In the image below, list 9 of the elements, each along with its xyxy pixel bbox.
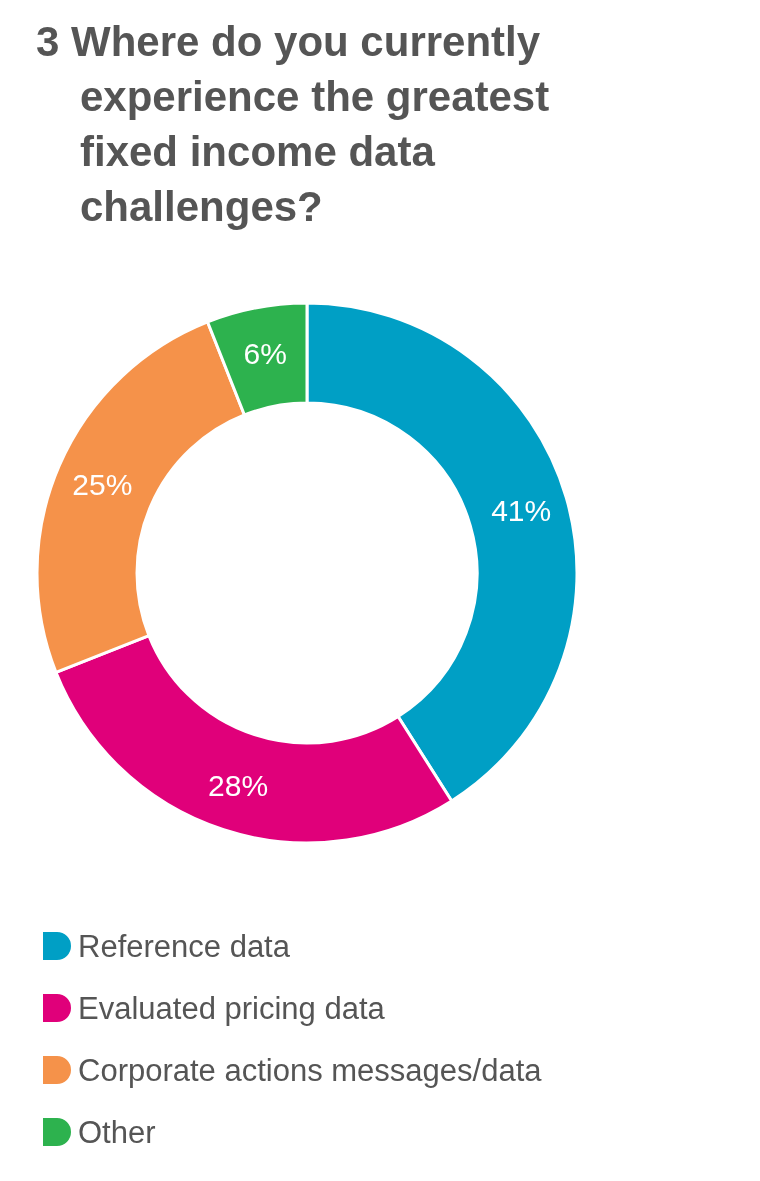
data-label: 25%	[72, 467, 133, 501]
data-label: 6%	[243, 337, 287, 371]
data-label: 28%	[208, 768, 269, 802]
legend-label: Reference data	[78, 928, 291, 964]
data-label: 41%	[491, 494, 552, 528]
legend-label: Corporate actions messages/data	[78, 1052, 543, 1088]
legend-label: Evaluated pricing data	[78, 990, 386, 1026]
legend-label: Other	[78, 1114, 156, 1150]
chart-title: 3 Where do you currently experience the greatest fixed income data challenges?	[36, 17, 551, 232]
